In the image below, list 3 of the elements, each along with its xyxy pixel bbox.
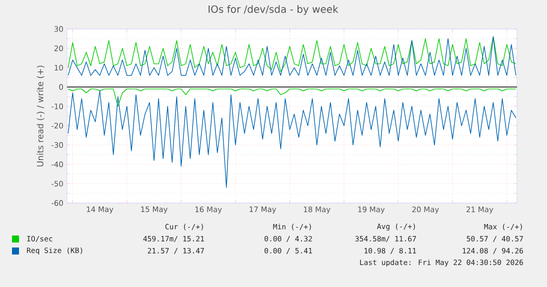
chart-title: IOs for /dev/sda - by week (208, 5, 338, 15)
line-series (68, 90, 516, 188)
y-axis-title: Units read (-) / write (+) (36, 66, 44, 166)
